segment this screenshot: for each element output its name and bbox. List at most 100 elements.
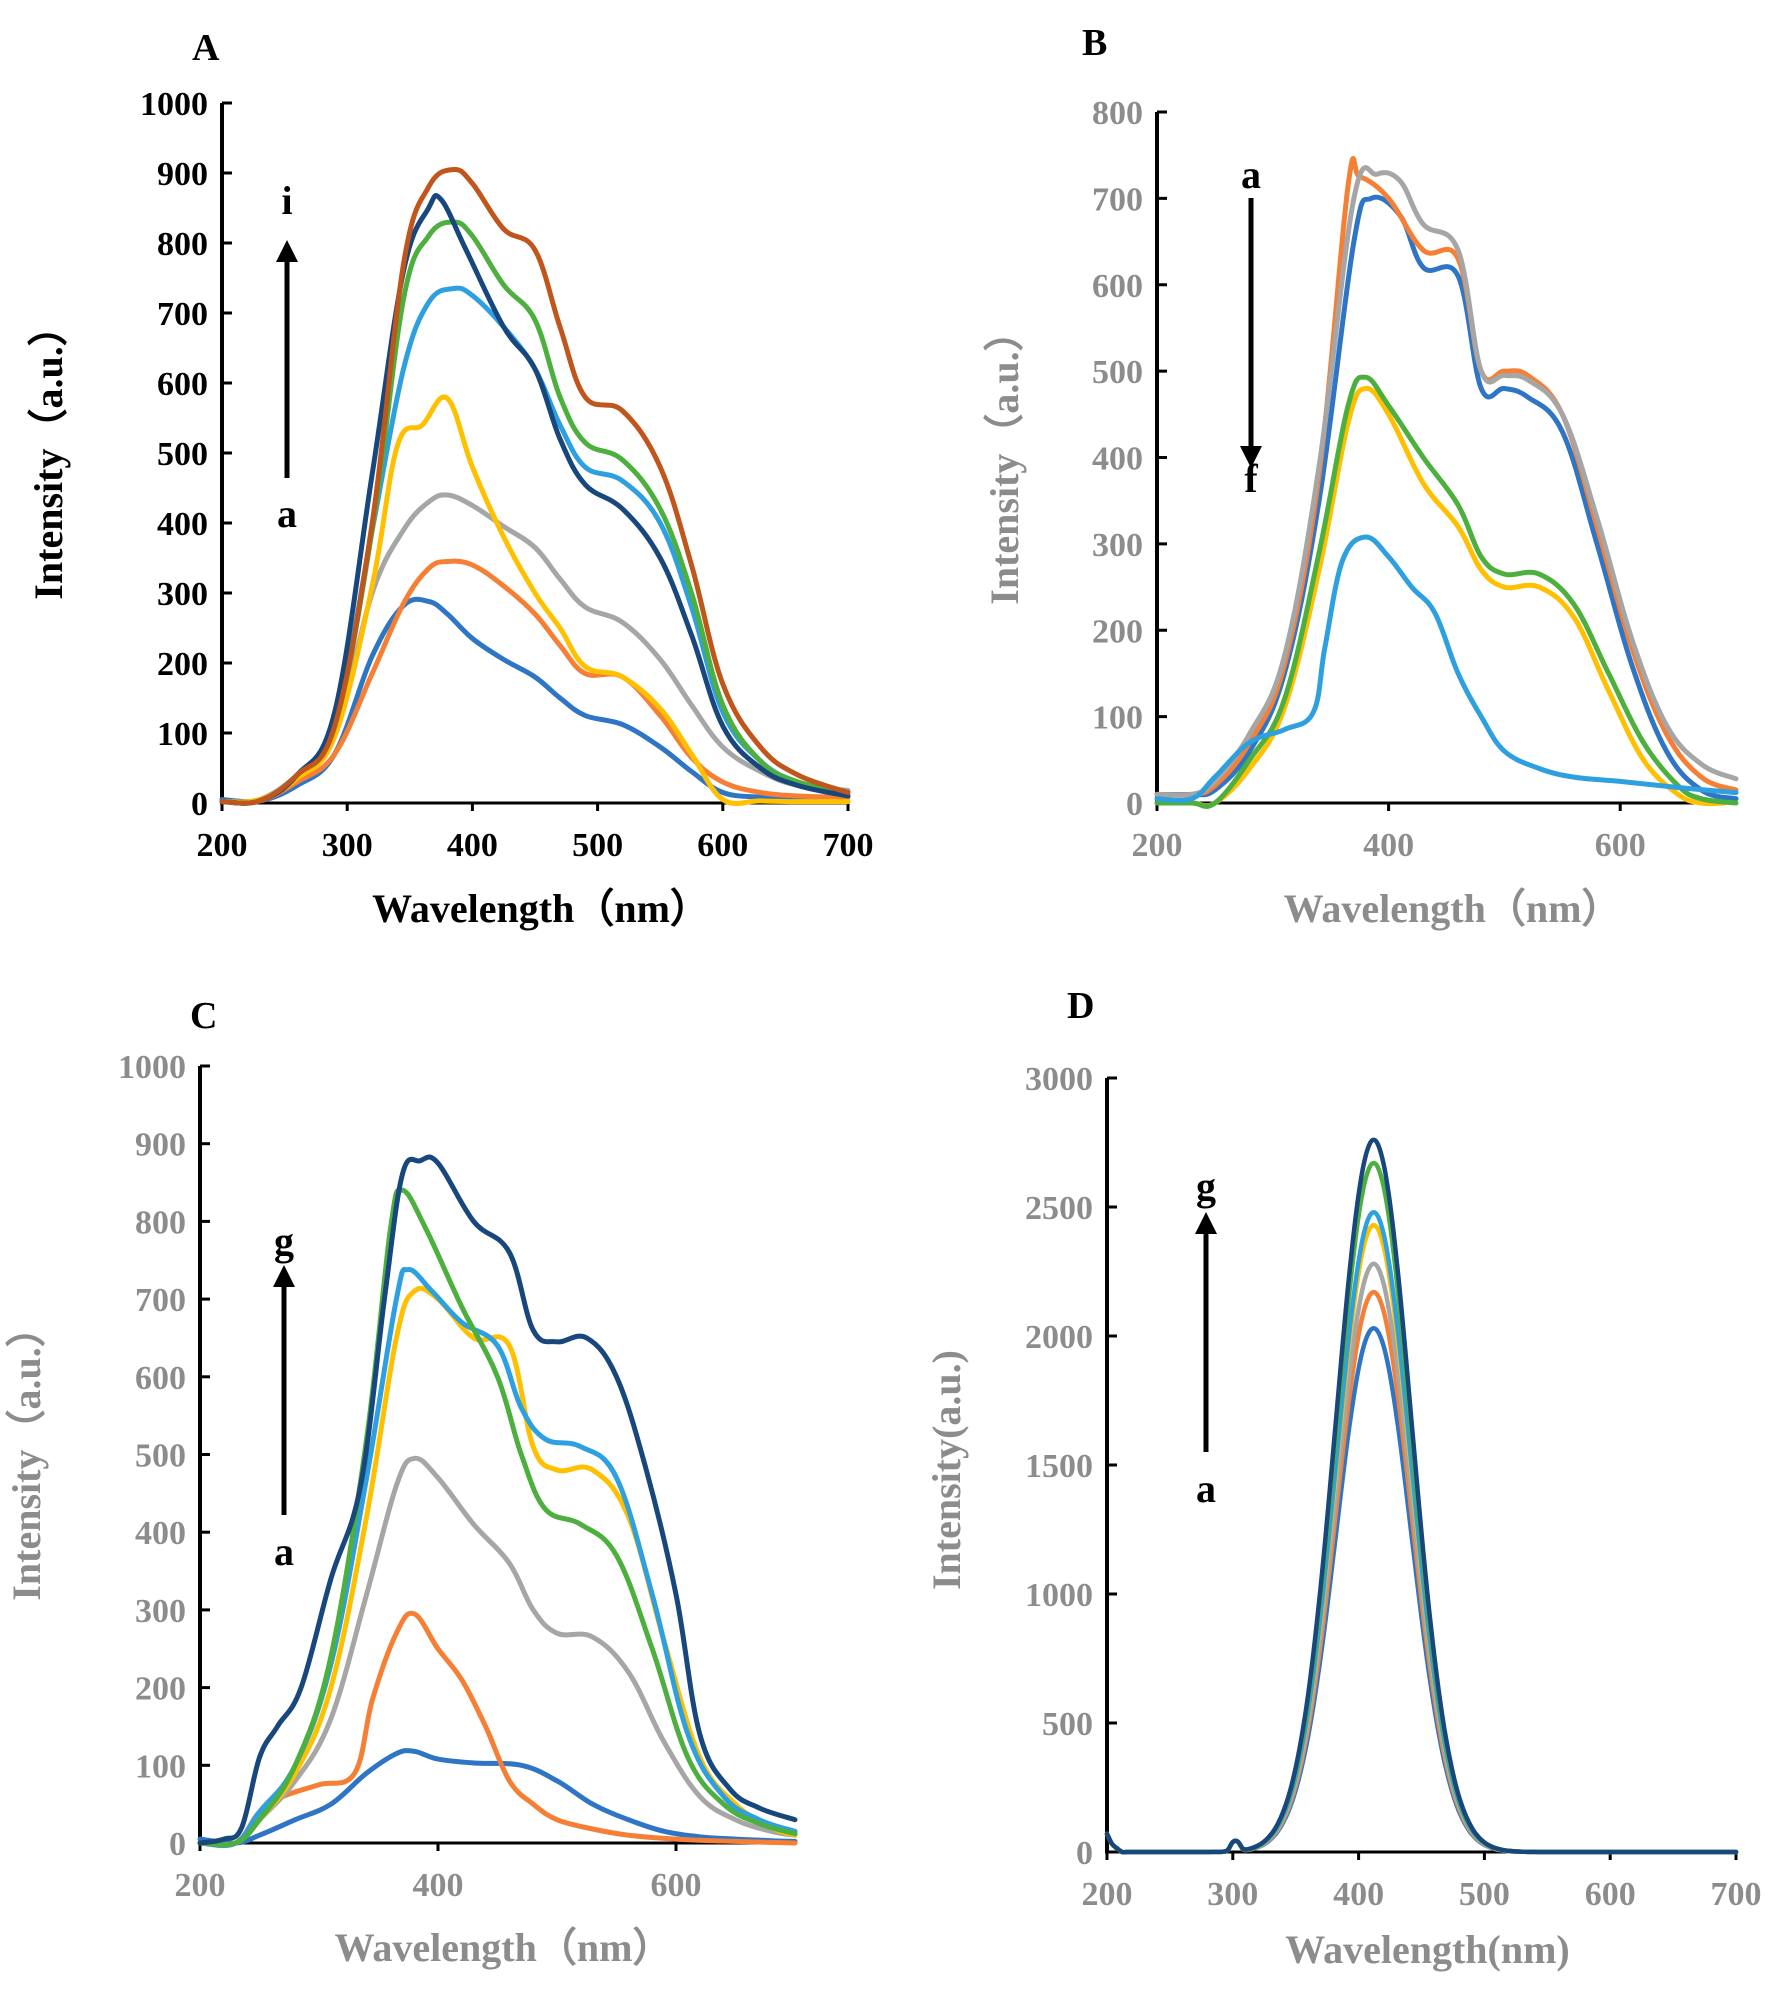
- panel-c-series-b: [197, 1610, 798, 1848]
- panel-d-y-tick-label: 1000: [1025, 1577, 1093, 1614]
- panel-a-y-tick-label: 500: [157, 436, 208, 473]
- panel-b-y-tick-label: 0: [1126, 786, 1143, 823]
- panel-c-arrow-head: [273, 1265, 295, 1287]
- panel-b-label: B: [1082, 22, 1107, 64]
- panel-b-x-tick-label: 400: [1363, 827, 1414, 864]
- panel-c-y-axis-title: Intensity（a.u.）: [4, 1307, 49, 1600]
- panel-c-y-tick-label: 1000: [118, 1049, 186, 1086]
- panel-c-x-tick-label: 600: [651, 1867, 702, 1904]
- panel-d-y-axis-title: Intensity(a.u.): [924, 1350, 969, 1590]
- panel-c-series-a: [197, 1748, 798, 1846]
- panel-d-x-tick-label: 500: [1459, 1876, 1510, 1913]
- panel-a-series-i: [219, 166, 851, 806]
- panel-a-label: A: [192, 27, 220, 69]
- panel-c-y-tick-label: 800: [135, 1204, 186, 1241]
- panel-d-x-tick-label: 300: [1207, 1876, 1258, 1913]
- panel-a-annotation-bottom: a: [277, 491, 297, 536]
- panel-a-x-tick-label: 200: [197, 827, 248, 864]
- panel-c-series-g: [197, 1154, 798, 1846]
- panel-c-x-tick-label: 400: [413, 1867, 464, 1904]
- panel-d-annotation-top: g: [1196, 1164, 1216, 1209]
- panel-a-y-tick-label: 600: [157, 366, 208, 403]
- panel-a-y-tick-label: 700: [157, 296, 208, 333]
- panel-a-x-tick-label: 600: [697, 827, 748, 864]
- panel-d-x-tick-label: 600: [1585, 1876, 1636, 1913]
- panel-c-series-d: [197, 1285, 798, 1848]
- panel-a-series-f: [219, 219, 851, 806]
- panel-b-y-tick-label: 600: [1092, 268, 1143, 305]
- panel-a-y-tick-label: 100: [157, 716, 208, 753]
- panel-c-y-tick-label: 300: [135, 1593, 186, 1630]
- panel-a-y-axis-title: Intensity（a.u.）: [26, 306, 71, 599]
- panel-c-y-tick-label: 600: [135, 1360, 186, 1397]
- panel-b-y-tick-label: 500: [1092, 354, 1143, 391]
- panel-a-y-tick-label: 200: [157, 646, 208, 683]
- panel-d-y-tick-label: 2500: [1025, 1190, 1093, 1227]
- panel-a-x-axis-title: Wavelength（nm）: [372, 886, 710, 931]
- panel-d-y-tick-label: 3000: [1025, 1061, 1093, 1098]
- panel-c: C 0 100 200 300 400 500 600 700 800 900 1000 200 400…: [4, 995, 798, 1970]
- panel-d-x-axis-title: Wavelength(nm): [1285, 1927, 1569, 1972]
- panel-d-arrow-head: [1195, 1212, 1217, 1234]
- panel-c-annotation-top: g: [274, 1219, 294, 1264]
- panel-c-x-axis-title: Wavelength（nm）: [335, 1925, 673, 1970]
- panel-b: B 0 100 200 300 400 500 600 700 800 200 400 600 Wave…: [982, 22, 1739, 931]
- panel-a-y-tick-label: 1000: [140, 86, 208, 123]
- panel-c-y-tick-label: 0: [169, 1826, 186, 1863]
- panel-b-x-tick-label: 600: [1595, 827, 1646, 864]
- panel-b-y-tick-label: 100: [1092, 700, 1143, 737]
- panel-a-arrow-head: [276, 240, 298, 262]
- panel-c-y-tick-label: 200: [135, 1671, 186, 1708]
- panel-d-x-tick-label: 400: [1333, 1876, 1384, 1913]
- panel-d-series-g: [1104, 1137, 1739, 1855]
- panel-c-series-c: [197, 1455, 798, 1848]
- panel-a-y-tick-label: 900: [157, 156, 208, 193]
- panel-a-y-tick-label: 400: [157, 506, 208, 543]
- panel-a-series-g: [219, 193, 851, 806]
- panel-b-y-axis-title: Intensity（a.u.）: [982, 311, 1027, 604]
- panel-b-y-tick-label: 700: [1092, 181, 1143, 218]
- panel-d-y-tick-label: 0: [1076, 1835, 1093, 1872]
- panel-b-y-tick-label: 300: [1092, 527, 1143, 564]
- panel-a-y-tick-label: 0: [191, 786, 208, 823]
- panel-d-x-tick-label: 700: [1711, 1876, 1762, 1913]
- panel-b-arrow-head: [1240, 446, 1262, 468]
- panel-d-x-tick-label: 200: [1082, 1876, 1133, 1913]
- panel-c-x-tick-label: 200: [175, 1867, 226, 1904]
- panel-d-y-tick-label: 1500: [1025, 1448, 1093, 1485]
- panel-b-annotation-bottom: f: [1244, 456, 1258, 501]
- panel-a-annotation-top: i: [281, 178, 292, 223]
- panel-a-x-tick-label: 300: [322, 827, 373, 864]
- panel-b-series-d: [1154, 385, 1727, 809]
- panel-b-x-tick-label: 200: [1132, 827, 1183, 864]
- panel-d-y-tick-label: 2000: [1025, 1319, 1093, 1356]
- panel-c-series-f: [197, 1187, 798, 1848]
- panel-a-y-tick-label: 300: [157, 576, 208, 613]
- panel-b-series-a: [1154, 194, 1739, 802]
- panel-c-y-tick-label: 400: [135, 1515, 186, 1552]
- panel-a: A 0 100 200 300 400 500 600 700 800 900 1000 200 300…: [26, 27, 874, 931]
- panel-d: D 0 500 1000 1500 2000 2500 3000 200 300 400 500 60…: [924, 985, 1762, 1972]
- panel-a-x-tick-label: 700: [823, 827, 874, 864]
- panel-d-label: D: [1067, 985, 1094, 1027]
- panel-b-y-tick-label: 400: [1092, 441, 1143, 478]
- panel-a-series-d: [219, 394, 851, 807]
- panel-c-y-tick-label: 900: [135, 1127, 186, 1164]
- panel-d-annotation-bottom: a: [1196, 1466, 1216, 1511]
- panel-a-x-tick-label: 500: [572, 827, 623, 864]
- panel-b-y-tick-label: 200: [1092, 613, 1143, 650]
- panel-b-annotation-top: a: [1241, 152, 1261, 197]
- panel-b-x-axis-title: Wavelength（nm）: [1284, 886, 1622, 931]
- panel-c-y-tick-label: 100: [135, 1748, 186, 1785]
- panel-b-series-f: [1154, 534, 1739, 803]
- panel-b-y-tick-label: 800: [1092, 95, 1143, 132]
- panel-a-series-b: [219, 558, 851, 806]
- panel-a-y-tick-label: 800: [157, 226, 208, 263]
- panel-b-series-e: [1154, 374, 1739, 809]
- panel-c-label: C: [190, 995, 217, 1037]
- panel-d-y-tick-label: 500: [1042, 1706, 1093, 1743]
- panel-c-annotation-bottom: a: [274, 1529, 294, 1574]
- panel-c-y-tick-label: 500: [135, 1438, 186, 1475]
- panel-c-y-tick-label: 700: [135, 1282, 186, 1319]
